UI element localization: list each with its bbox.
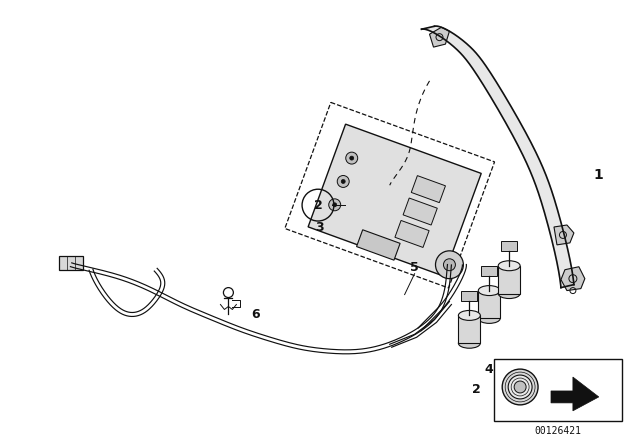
Polygon shape <box>59 256 83 270</box>
Polygon shape <box>501 241 517 251</box>
Polygon shape <box>498 266 520 293</box>
Ellipse shape <box>478 314 500 323</box>
Text: 3: 3 <box>316 221 324 234</box>
Polygon shape <box>308 124 481 276</box>
Ellipse shape <box>498 261 520 271</box>
Text: 4: 4 <box>485 362 493 375</box>
Polygon shape <box>551 377 599 411</box>
Ellipse shape <box>498 289 520 298</box>
Ellipse shape <box>458 310 480 320</box>
Circle shape <box>435 251 463 279</box>
Circle shape <box>329 199 340 211</box>
Text: 00126421: 00126421 <box>534 426 582 436</box>
Circle shape <box>349 156 354 160</box>
Polygon shape <box>458 315 480 343</box>
Polygon shape <box>422 26 574 288</box>
Polygon shape <box>356 230 400 260</box>
Circle shape <box>333 203 337 207</box>
Circle shape <box>346 152 358 164</box>
Circle shape <box>337 176 349 187</box>
Circle shape <box>508 375 532 399</box>
Text: 2: 2 <box>472 383 481 396</box>
Polygon shape <box>561 267 585 291</box>
Circle shape <box>444 259 456 271</box>
Polygon shape <box>461 291 477 301</box>
Polygon shape <box>478 291 500 319</box>
Polygon shape <box>554 225 574 245</box>
Polygon shape <box>412 176 445 202</box>
Text: 6: 6 <box>251 308 260 321</box>
Circle shape <box>341 180 345 183</box>
Polygon shape <box>395 220 429 247</box>
Circle shape <box>514 381 526 393</box>
Text: 1: 1 <box>594 168 604 182</box>
Polygon shape <box>481 266 497 276</box>
Ellipse shape <box>458 338 480 348</box>
Circle shape <box>502 369 538 405</box>
Ellipse shape <box>478 286 500 296</box>
Polygon shape <box>429 27 449 47</box>
Text: 5: 5 <box>410 261 419 274</box>
Text: 2: 2 <box>314 198 323 211</box>
Polygon shape <box>403 198 437 225</box>
